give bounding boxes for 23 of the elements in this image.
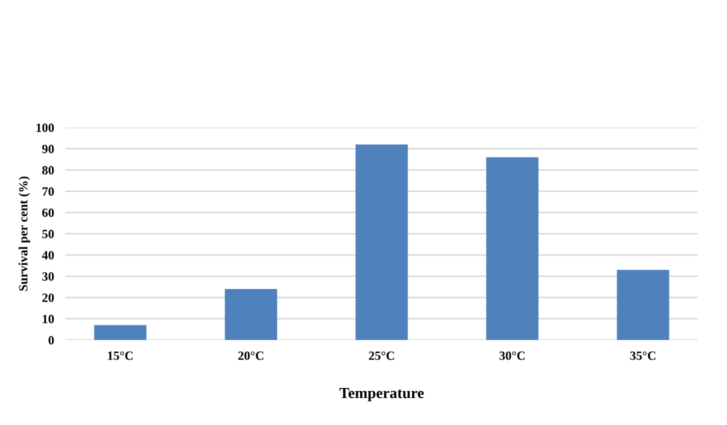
y-tick-label: 20 [42,294,54,302]
bar [356,144,408,340]
y-axis-title: Survival per cent (%) [18,176,30,291]
y-tick-label: 0 [48,336,54,344]
x-tick-label: 30°C [500,351,525,360]
y-tick-label: 30 [42,272,54,281]
bar [616,270,670,340]
x-tick-label: 15°C [108,351,133,360]
y-tick-label: 40 [42,251,54,260]
y-tick-label: 80 [42,166,54,174]
y-tick-label: 60 [42,208,54,217]
y-tick-label: 100 [36,124,54,132]
bar [94,325,146,340]
y-tick-label: 10 [42,314,54,324]
bar [486,157,538,340]
y-tick-label: 70 [42,187,54,196]
x-tick-label: 35°C [630,351,656,360]
y-tick-label: 90 [42,144,54,154]
y-tick-label: 50 [42,230,54,238]
x-axis-title: Temperature [339,388,424,402]
x-tick-label: 20°C [238,351,264,360]
x-tick-label: 25°C [368,351,394,360]
bar [224,289,278,340]
